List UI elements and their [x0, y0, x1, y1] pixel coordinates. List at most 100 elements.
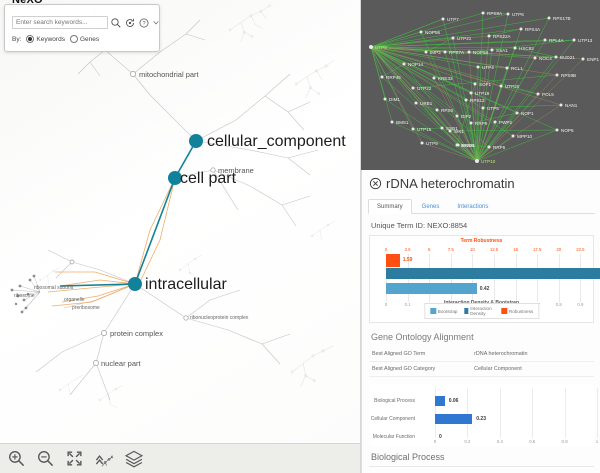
gene-label-utp22[interactable]: UTP22: [417, 86, 432, 91]
legend-item-robustness[interactable]: Robustness: [500, 308, 534, 314]
gene-label-imp3[interactable]: IMP3: [430, 50, 441, 55]
gene-label-rps4a[interactable]: RPS4A: [525, 27, 541, 32]
gene-interaction-network-panel[interactable]: UTP9 UTP7 NOP56 UTP21 IMP3 RPS7A NOP14 RRP45 KRE…: [361, 0, 600, 170]
zoom-out-icon[interactable]: [36, 449, 55, 468]
ontology-tree-panel[interactable]: cellular_component cell part intracellul…: [0, 0, 361, 473]
gene-label-rrp45[interactable]: RRP45: [386, 75, 401, 80]
collapse-tree-icon[interactable]: [94, 449, 113, 468]
gene-label-kre33[interactable]: KRE33: [438, 76, 453, 81]
help-icon[interactable]: ?: [138, 17, 150, 29]
gene-label-sof1[interactable]: SOF1: [479, 82, 491, 87]
gene-label-rpl4a[interactable]: RPL4A: [549, 38, 564, 43]
gene-label-pol5[interactable]: POL5: [542, 92, 554, 97]
close-circle-icon[interactable]: [369, 177, 382, 190]
gene-label-rps17b[interactable]: RPS17B: [553, 16, 571, 21]
node-cell-part[interactable]: [168, 171, 182, 185]
node-label-ribosomal-subunit: ribosomal subunit: [34, 285, 74, 291]
gene-label-urb1[interactable]: URB1: [420, 101, 433, 106]
tab-summary[interactable]: Summary: [368, 199, 412, 214]
gene-label-rrp5[interactable]: RRP5: [493, 145, 506, 150]
go-value-biological-process: 0.06: [448, 398, 459, 404]
info-tabs: Summary Genes Interactions: [368, 199, 595, 214]
gene-label-utp4[interactable]: UTP4: [482, 65, 494, 70]
search-icon[interactable]: [110, 17, 122, 29]
gene-label-utp20[interactable]: UTP20: [505, 84, 520, 89]
gene-label-utp6[interactable]: UTP6: [512, 12, 524, 17]
gene-label-dip2[interactable]: DIP2: [461, 114, 472, 119]
app-title: NeXO: [12, 0, 43, 6]
go-tick: 0: [433, 439, 437, 444]
gene-label-bud21[interactable]: BUD21: [560, 55, 575, 60]
gene-label-ssa1[interactable]: SSA1: [496, 48, 508, 53]
legend-label: Bootstrap: [437, 308, 458, 314]
bar-bootstrap: [386, 283, 477, 294]
unique-term-id: Unique Term ID: NEXO:8854: [371, 221, 468, 230]
gridline: [564, 388, 566, 438]
gene-label-noc4[interactable]: NOC4: [539, 56, 552, 61]
radio-keywords[interactable]: [26, 35, 35, 43]
gene-label-mcm5[interactable]: MCM5: [461, 143, 475, 148]
gene-label-rps22a[interactable]: RPS22A: [493, 34, 511, 39]
gene-label-nop58[interactable]: NOP58: [473, 50, 489, 55]
gene-label-bms1[interactable]: BMS1: [396, 120, 409, 125]
gene-label-sik1[interactable]: SIK1: [454, 129, 464, 134]
gene-label-pwp2[interactable]: PWP2: [499, 120, 513, 125]
search-input[interactable]: [12, 16, 108, 29]
gene-label-utp18[interactable]: UTP18: [475, 91, 490, 96]
radio-genes[interactable]: [69, 35, 78, 43]
gene-label-utp10[interactable]: UTP10: [481, 159, 496, 164]
gene-label-eno1[interactable]: ENO1: [462, 143, 475, 148]
term-info-panel[interactable]: rDNA heterochromatin Summary Genes Inter…: [361, 170, 600, 473]
go-bar-cellular-component: [435, 414, 473, 424]
gene-label-rps7a[interactable]: RPS7A: [449, 50, 465, 55]
gene-label-rrp9[interactable]: RRP9: [475, 121, 488, 126]
tab-genes[interactable]: Genes: [421, 204, 440, 210]
gene-label-utp8[interactable]: UTP8: [426, 141, 438, 146]
legend-item-interaction-density[interactable]: Interaction Density: [464, 306, 493, 316]
search-panel[interactable]: NeXO ?: [4, 0, 160, 52]
legend-label: Interaction Density: [470, 306, 492, 316]
gene-label-dim1[interactable]: DIM1: [389, 97, 400, 102]
legend-swatch: [500, 308, 507, 314]
gene-label-rps9b[interactable]: RPS9B: [561, 73, 577, 78]
gene-label-utp5[interactable]: UTP5: [487, 106, 499, 111]
gene-label-ssb1[interactable]: SSB1: [446, 126, 458, 131]
gene-label-hsc82[interactable]: HSC82: [519, 46, 534, 51]
gene-label-nan1[interactable]: NAN1: [565, 103, 578, 108]
layers-icon[interactable]: [123, 449, 145, 468]
radio-label-genes[interactable]: Genes: [79, 35, 100, 43]
collapse-icon[interactable]: [152, 17, 160, 29]
gene-label-rps13[interactable]: RPS13: [470, 98, 485, 103]
gene-label-mpp10[interactable]: MPP10: [517, 134, 533, 139]
gene-label-utp7[interactable]: UTP7: [447, 17, 459, 22]
radio-label-keywords[interactable]: Keywords: [36, 35, 65, 43]
zoom-in-icon[interactable]: [7, 449, 26, 468]
gene-label-nop1[interactable]: NOP1: [521, 111, 534, 116]
tab-interactions[interactable]: Interactions: [457, 204, 489, 210]
gene-label-utp9[interactable]: UTP9: [375, 45, 387, 50]
gene-label-nop56[interactable]: NOP56: [425, 30, 441, 35]
node-intracellular[interactable]: [128, 277, 142, 291]
gene-label-nop14[interactable]: NOP14: [408, 62, 424, 67]
legend-label: Robustness: [508, 308, 534, 314]
node-cellular-component[interactable]: [189, 134, 203, 148]
term-header: rDNA heterochromatin: [362, 170, 600, 193]
gridline: [597, 388, 598, 438]
gene-label-nop6[interactable]: NOP6: [561, 128, 574, 133]
refresh-icon[interactable]: [124, 17, 136, 29]
go-tick: 0.4: [496, 439, 503, 444]
gene-label-rcl1[interactable]: RCL1: [511, 66, 523, 71]
gene-label-utp21[interactable]: UTP21: [457, 36, 472, 41]
fit-screen-icon[interactable]: [65, 449, 84, 468]
gene-label-rps8a[interactable]: RPS8A: [487, 11, 503, 16]
legend-item-bootstrap[interactable]: Bootstrap: [429, 308, 458, 314]
gene-label-utp13[interactable]: UTP13: [578, 38, 593, 43]
ontology-tree-graphic: [10, 4, 336, 409]
gene-label-utp15[interactable]: UTP15: [417, 127, 432, 132]
biological-process-title: Biological Process: [371, 452, 445, 462]
go-category-cellular-component: Cellular Component: [370, 416, 415, 422]
top-tick: 15: [513, 247, 518, 252]
gene-label-rps6[interactable]: RPS6: [441, 108, 454, 113]
gene-label-enp1[interactable]: ENP1: [587, 57, 600, 62]
